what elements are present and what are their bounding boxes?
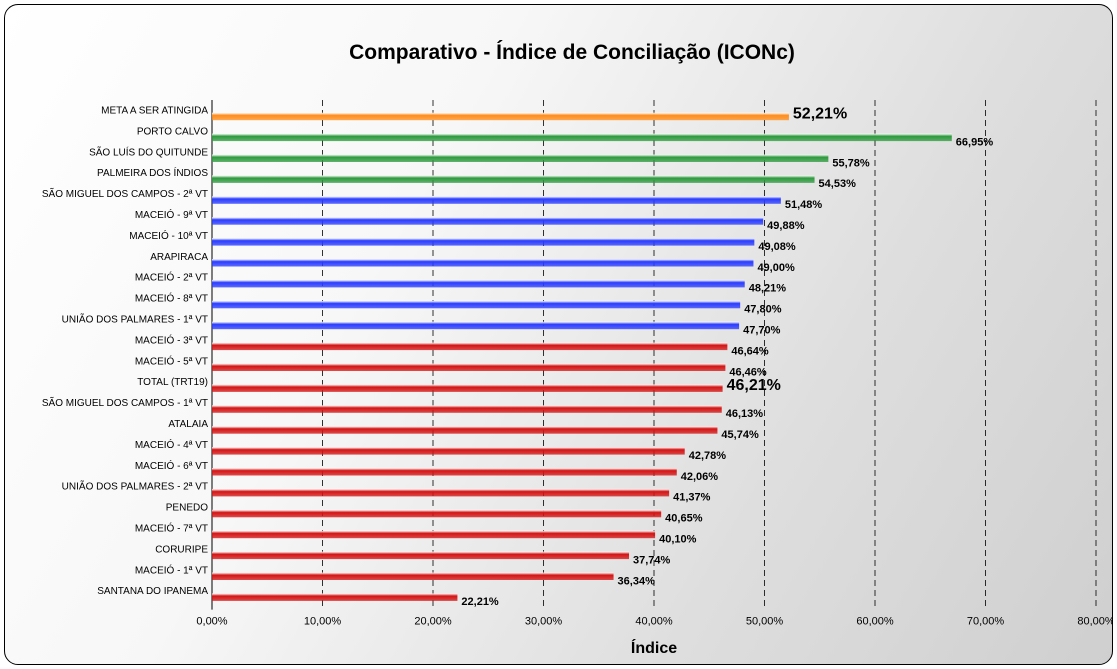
value-label: 66,95% [956,136,994,148]
bar [212,321,740,330]
bar [212,112,789,121]
bar [212,196,781,204]
category-label: UNIÃO DOS PALMARES - 1ª VT [62,312,208,325]
category-label: PENEDO [166,503,208,514]
category-label: META A SER ATINGIDA [101,105,208,116]
value-label: 22,21% [461,596,499,608]
value-label: 49,00% [757,262,795,274]
value-label: 40,65% [665,513,703,525]
bar [212,405,722,413]
category-label: MACEIÓ - 7ª VT [135,521,208,534]
bar [212,154,829,162]
value-label: 46,46% [729,366,767,378]
bar [212,593,458,601]
bar [212,300,741,309]
category-label: MACEIÓ - 3ª VT [135,333,208,346]
value-label: 40,10% [659,533,697,545]
bar [212,279,745,288]
x-tick-label: 50,00% [746,616,784,628]
bar [212,175,815,183]
category-label: TOTAL (TRT19) [137,377,208,388]
category-label: MACEIÓ - 4ª VT [135,438,208,451]
category-label: UNIÃO DOS PALMARES - 2ª VT [62,480,208,493]
x-tick-label: 30,00% [525,616,563,628]
value-label: 49,88% [767,220,805,232]
chart-frame: Comparativo - Índice de Conciliação (ICO… [4,4,1113,665]
x-tick-label: 20,00% [414,616,452,628]
category-label: MACEIÓ - 5ª VT [135,354,208,367]
bar [212,488,670,497]
bar [212,572,614,580]
value-label: 46,64% [731,345,769,357]
value-label: 45,74% [721,429,759,441]
x-tick-label: 0,00% [196,616,227,628]
value-labels: 52,21% 66,95% 55,78% 54,53% 51,48% 49,88% 49,0… [461,105,993,608]
bar [212,133,952,142]
category-label: MACEIÓ - 8ª VT [135,292,208,305]
category-label: ATALAIA [168,419,208,430]
bar [212,447,685,455]
value-label: 55,78% [832,157,870,169]
grid-lines [211,100,1097,610]
bar [212,509,662,518]
bars [212,112,952,601]
x-tick-label: 60,00% [856,616,894,628]
category-label: SÃO LUÍS DO QUITUNDE [89,145,208,158]
category-labels: META A SER ATINGIDA PORTO CALVO SÃO LUÍS D… [42,105,208,597]
category-label: PORTO CALVO [137,126,208,137]
category-label: MACEIÓ - 9ª VT [135,208,208,221]
bar [212,551,630,560]
bar [212,238,755,246]
x-tick-label: 10,00% [304,616,342,628]
value-label: 48,21% [749,283,787,295]
category-label: MACEIÓ - 1ª VT [135,563,208,576]
value-label: 52,21% [793,105,847,122]
category-label: PALMEIRA DOS ÍNDIOS [97,166,208,179]
x-axis-title: Índice [631,638,677,657]
category-label: SÃO MIGUEL DOS CAMPOS - 1ª VT [42,396,208,409]
category-label: SANTANA DO IPANEMA [97,586,208,597]
bar [212,384,723,392]
value-label: 36,34% [618,575,656,587]
x-tick-label: 80,00% [1077,616,1113,628]
bar [212,468,677,476]
category-label: MACEIÓ - 6ª VT [135,459,208,472]
value-label: 42,78% [689,450,727,462]
value-label: 49,08% [758,241,796,253]
value-label: 54,53% [819,178,857,190]
value-label: 47,70% [743,324,781,336]
bar [212,363,726,371]
chart-title: Comparativo - Índice de Conciliação (ICO… [349,41,795,64]
value-label: 41,37% [673,492,711,504]
value-label: 42,06% [681,471,719,483]
value-label: 37,74% [633,554,671,566]
bar [212,217,764,225]
bar [212,530,656,539]
bar [212,259,754,267]
bar-chart: Comparativo - Índice de Conciliação (ICO… [42,41,1113,657]
category-label: ARAPIRACA [150,252,208,263]
value-label: 46,21% [727,377,781,394]
value-label: 46,13% [726,408,764,420]
category-label: SÃO MIGUEL DOS CAMPOS - 2ª VT [42,187,208,200]
x-tick-label: 40,00% [635,616,673,628]
x-tick-labels: 0,00% 10,00% 20,00% 30,00% 40,00% 50,00% 60,00… [196,616,1113,628]
value-label: 51,48% [785,199,823,211]
category-label: MACEIÓ - 2ª VT [135,271,208,284]
value-label: 47,80% [744,304,782,316]
bar [212,426,718,434]
x-tick-label: 70,00% [967,616,1005,628]
bar [212,342,728,351]
category-label: CORURIPE [155,544,208,555]
category-label: MACEIÓ - 10ª VT [129,229,208,242]
